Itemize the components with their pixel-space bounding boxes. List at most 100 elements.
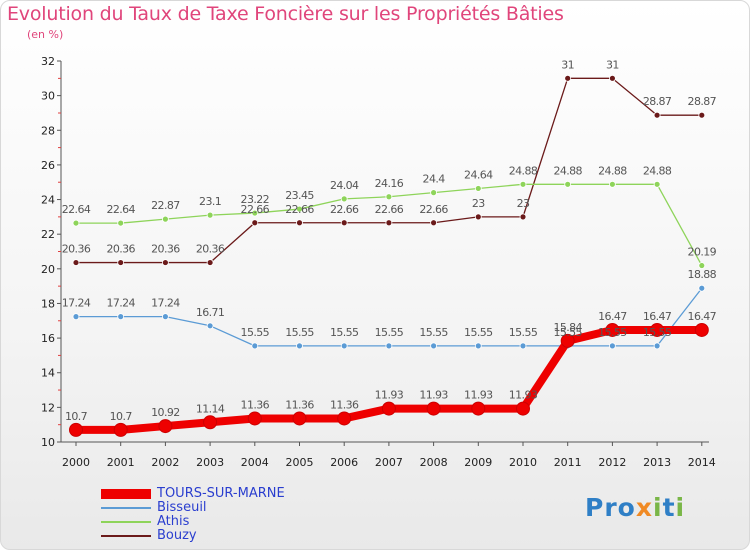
data-label: 15.55 bbox=[241, 326, 270, 339]
chart-unit-label: (en %) bbox=[27, 28, 64, 41]
data-point bbox=[430, 219, 438, 227]
y-tick-label: 16 bbox=[41, 332, 55, 345]
data-label: 11.14 bbox=[196, 402, 225, 415]
data-point bbox=[337, 411, 352, 426]
data-label: 24.88 bbox=[553, 164, 582, 177]
data-point bbox=[247, 411, 262, 426]
data-label: 31 bbox=[606, 58, 619, 71]
data-point bbox=[72, 219, 80, 227]
data-label: 16.47 bbox=[688, 310, 717, 323]
data-label: 15.55 bbox=[643, 326, 672, 339]
data-label: 23.22 bbox=[241, 193, 270, 206]
data-label: 23.45 bbox=[285, 189, 314, 202]
data-label: 16.71 bbox=[196, 306, 225, 319]
legend-swatch-bisseuil bbox=[101, 507, 151, 509]
logo-letter: x bbox=[635, 493, 653, 522]
data-point bbox=[72, 313, 80, 321]
y-tick-label: 32 bbox=[41, 55, 55, 68]
data-point bbox=[474, 185, 482, 192]
data-label: 11.36 bbox=[241, 398, 270, 411]
legend-item-bisseuil[interactable]: Bisseuil bbox=[101, 501, 285, 515]
data-point bbox=[426, 401, 441, 416]
data-point bbox=[474, 342, 482, 350]
data-label: 24.64 bbox=[464, 168, 493, 181]
data-point bbox=[385, 342, 393, 350]
data-label: 10.7 bbox=[65, 410, 88, 423]
legend: TOURS-SUR-MARNE Bisseuil Athis Bouzy bbox=[101, 487, 285, 543]
data-point bbox=[385, 219, 393, 227]
data-label: 20.36 bbox=[62, 243, 91, 256]
data-point bbox=[609, 342, 616, 350]
data-label: 15.55 bbox=[553, 326, 582, 339]
proxiti-logo[interactable]: Proxiti bbox=[585, 493, 685, 522]
data-label: 22.64 bbox=[106, 203, 135, 216]
data-point bbox=[117, 313, 125, 321]
data-point bbox=[564, 180, 572, 188]
data-point bbox=[296, 205, 303, 213]
logo-letter: i bbox=[653, 493, 663, 522]
chart-title: Evolution du Taux de Taxe Foncière sur l… bbox=[7, 3, 564, 25]
legend-label-athis: Athis bbox=[157, 514, 190, 529]
data-label: 22.87 bbox=[151, 199, 180, 212]
legend-item-tours[interactable]: TOURS-SUR-MARNE bbox=[101, 487, 285, 501]
data-label: 20.36 bbox=[196, 243, 225, 256]
data-point bbox=[161, 215, 169, 223]
y-tick-label: 22 bbox=[41, 228, 55, 241]
legend-swatch-tours bbox=[101, 489, 151, 499]
data-point bbox=[385, 193, 393, 201]
x-tick-label: 2004 bbox=[241, 456, 269, 469]
data-point bbox=[296, 219, 303, 227]
data-point bbox=[698, 284, 706, 292]
data-point bbox=[650, 322, 665, 337]
data-label: 11.36 bbox=[285, 398, 314, 411]
legend-item-bouzy[interactable]: Bouzy bbox=[101, 529, 285, 543]
data-point bbox=[474, 213, 482, 221]
data-label: 15.55 bbox=[330, 326, 359, 339]
data-point bbox=[381, 401, 396, 416]
x-tick-label: 2014 bbox=[688, 456, 716, 469]
x-tick-label: 2010 bbox=[509, 456, 537, 469]
data-point bbox=[605, 322, 620, 337]
logo-letter: P bbox=[585, 493, 605, 522]
data-label: 18.88 bbox=[688, 268, 717, 281]
data-point bbox=[161, 259, 169, 266]
data-label: 22.66 bbox=[375, 203, 404, 216]
x-tick-label: 2001 bbox=[107, 456, 135, 469]
data-label: 17.24 bbox=[106, 297, 135, 310]
y-tick-label: 26 bbox=[41, 159, 55, 172]
data-label: 23 bbox=[517, 197, 530, 210]
x-tick-label: 2005 bbox=[286, 456, 314, 469]
x-tick-label: 2009 bbox=[464, 456, 492, 469]
data-label: 23.1 bbox=[199, 195, 221, 208]
data-label: 20.19 bbox=[688, 246, 717, 259]
data-point bbox=[251, 219, 259, 227]
x-tick-label: 2013 bbox=[643, 456, 671, 469]
data-point bbox=[340, 342, 348, 350]
y-tick-label: 20 bbox=[41, 263, 55, 276]
data-label: 15.55 bbox=[285, 326, 314, 339]
data-point bbox=[471, 401, 486, 416]
data-point bbox=[296, 342, 303, 350]
data-point bbox=[251, 342, 259, 350]
legend-swatch-athis bbox=[101, 521, 151, 523]
data-label: 10.7 bbox=[110, 410, 133, 423]
data-label: 23 bbox=[472, 197, 485, 210]
data-label: 22.66 bbox=[419, 203, 448, 216]
data-point bbox=[117, 219, 125, 227]
data-label: 22.66 bbox=[285, 203, 314, 216]
data-point bbox=[519, 180, 527, 188]
data-label: 17.24 bbox=[62, 297, 91, 310]
data-point bbox=[340, 219, 348, 227]
data-label: 16.47 bbox=[598, 310, 627, 323]
legend-label-tours: TOURS-SUR-MARNE bbox=[157, 486, 285, 501]
y-tick-label: 18 bbox=[41, 297, 55, 310]
data-point bbox=[698, 111, 706, 119]
data-point bbox=[609, 74, 616, 82]
legend-label-bouzy: Bouzy bbox=[157, 528, 197, 543]
legend-item-athis[interactable]: Athis bbox=[101, 515, 285, 529]
data-label: 15.55 bbox=[375, 326, 404, 339]
data-point bbox=[251, 209, 259, 217]
y-tick-label: 30 bbox=[41, 90, 55, 103]
data-label: 24.88 bbox=[643, 164, 672, 177]
